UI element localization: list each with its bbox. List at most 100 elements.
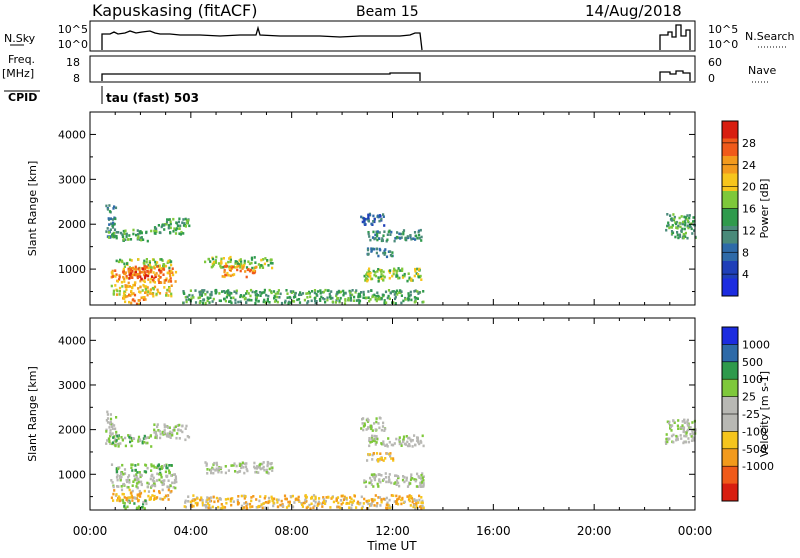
data-cell (140, 474, 143, 477)
data-cell (131, 484, 134, 487)
freq-label: Freq. (8, 53, 35, 66)
data-cell (219, 264, 222, 268)
data-cell (181, 221, 184, 224)
data-cell (388, 229, 391, 233)
data-cell (312, 499, 315, 502)
data-cell (377, 215, 380, 218)
data-cell (192, 296, 195, 299)
data-cell (162, 267, 165, 271)
data-cell (145, 260, 148, 264)
data-cell (243, 502, 246, 505)
data-cell (673, 421, 676, 424)
data-cell (422, 444, 425, 448)
data-cell (380, 500, 383, 504)
data-cell (377, 422, 380, 425)
data-cell (220, 506, 223, 510)
data-cell (367, 419, 370, 422)
data-cell (357, 295, 360, 298)
data-cell (173, 481, 176, 485)
data-cell (411, 279, 414, 282)
data-cell (159, 436, 162, 440)
data-cell (681, 227, 684, 231)
data-cell (418, 237, 421, 240)
data-cell (417, 501, 420, 504)
data-cell (382, 274, 385, 278)
data-cell (206, 296, 209, 299)
data-cell (367, 290, 370, 293)
nsky-tick-top: 10^5 (58, 23, 88, 36)
data-cell (318, 502, 321, 505)
data-cell (122, 275, 125, 279)
data-cell (394, 237, 397, 240)
data-cell (684, 231, 687, 235)
data-cell (153, 285, 157, 289)
data-cell (178, 227, 181, 230)
data-cell (680, 229, 683, 233)
data-cell (387, 294, 390, 298)
data-cell (669, 425, 673, 429)
data-cell (224, 291, 227, 294)
y-tick-label: 3000 (58, 379, 86, 392)
data-cell (234, 298, 237, 302)
data-cell (210, 293, 213, 297)
data-cell (156, 496, 159, 499)
data-cell (118, 274, 121, 277)
data-cell (415, 234, 418, 238)
data-cell (310, 502, 313, 506)
data-cell (266, 299, 269, 303)
data-cell (392, 272, 395, 276)
data-cell (372, 439, 375, 443)
data-cell (133, 281, 137, 285)
data-cell (322, 496, 325, 499)
data-cell (150, 445, 153, 448)
data-cell (122, 472, 125, 476)
data-cell (120, 436, 123, 439)
data-cell (326, 296, 329, 300)
data-cell (393, 442, 396, 445)
data-cell (411, 445, 414, 448)
data-cell (246, 290, 249, 293)
data-cell (370, 427, 373, 431)
data-cell (149, 280, 152, 284)
data-cell (355, 506, 358, 509)
data-cell (128, 496, 131, 499)
data-cell (686, 418, 689, 422)
data-cell (363, 479, 366, 482)
data-cell (686, 424, 689, 427)
data-cell (259, 294, 262, 297)
data-cell (405, 435, 408, 438)
data-cell (238, 464, 241, 467)
data-cell (156, 472, 159, 476)
data-cell (110, 433, 113, 436)
data-cell (409, 478, 413, 482)
data-cell (118, 466, 121, 469)
data-cell (132, 480, 135, 483)
data-cell (233, 273, 236, 276)
data-cell (233, 290, 236, 293)
data-cell (401, 478, 405, 482)
data-cell (279, 503, 282, 507)
data-cell (259, 495, 262, 498)
data-cell (413, 231, 417, 234)
data-cell (142, 502, 145, 506)
data-cell (386, 506, 389, 510)
nsky-label: N.Sky (4, 32, 36, 45)
data-cell (112, 492, 115, 496)
data-cell (208, 500, 211, 503)
data-cell (297, 495, 300, 499)
data-cell (174, 425, 177, 428)
data-cell (162, 481, 165, 485)
data-cell (237, 300, 240, 304)
data-cell (113, 439, 116, 443)
data-cell (143, 440, 146, 444)
data-cell (402, 232, 405, 236)
data-cell (376, 233, 379, 236)
data-cell (137, 235, 140, 238)
data-cell (220, 471, 223, 474)
data-cell (169, 484, 172, 488)
data-cell (170, 490, 173, 493)
data-cell (389, 253, 392, 257)
data-cell (163, 425, 166, 429)
data-cell (686, 236, 689, 240)
data-cell (105, 204, 108, 208)
